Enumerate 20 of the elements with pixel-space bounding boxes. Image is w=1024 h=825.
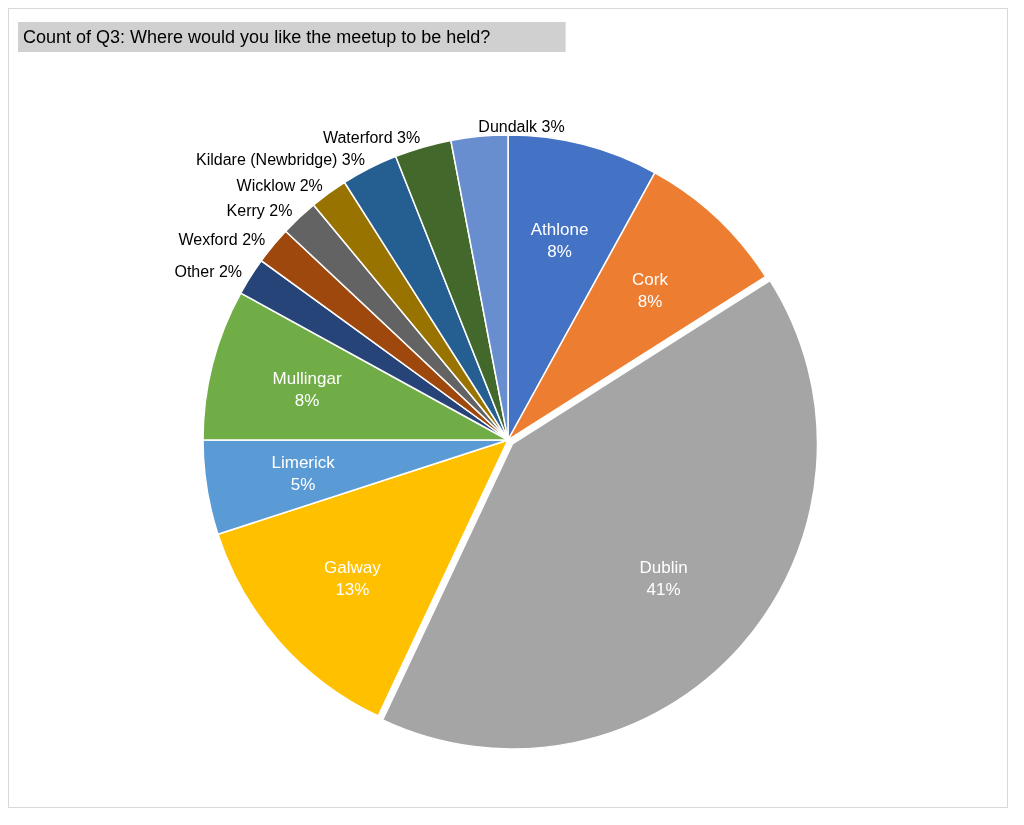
slice-label: Cork <box>632 269 669 289</box>
data-label: 13% <box>335 580 370 600</box>
slice-label: Waterford 3% <box>322 129 421 147</box>
slice-label: Limerick <box>271 453 336 473</box>
slice-label: Mullingar <box>272 369 342 389</box>
slice-label: Galway <box>324 558 382 578</box>
data-label: 5% <box>290 475 316 495</box>
slice-label: Dublin <box>639 558 688 578</box>
chart-title: Count of Q3: Where would you like the meetup to be held? <box>23 27 491 47</box>
slice-label: Athlone <box>530 220 589 240</box>
data-label: 8% <box>637 291 663 311</box>
slice-label: Wexford 2% <box>178 230 266 248</box>
slice-label: Other 2% <box>174 262 243 280</box>
slice-label: Wicklow 2% <box>236 176 323 194</box>
data-label: 8% <box>547 242 572 262</box>
slice-label: Kerry 2% <box>226 201 293 219</box>
data-label: 8% <box>294 391 320 411</box>
slice-label: Dundalk 3% <box>478 118 565 135</box>
slice-label: Kildare (Newbridge) 3% <box>196 150 365 168</box>
data-label: 41% <box>646 580 681 600</box>
